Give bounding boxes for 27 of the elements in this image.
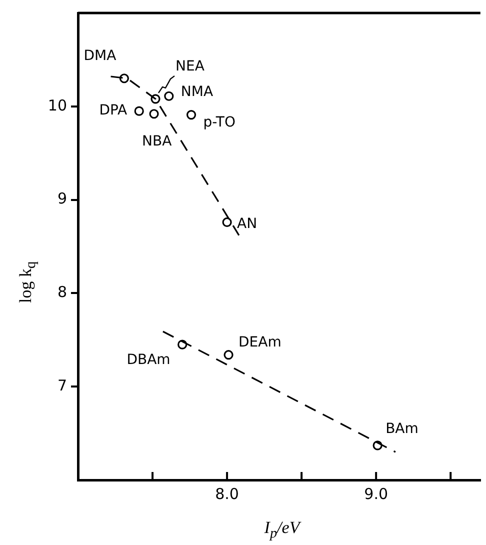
x-axis-title: I$_{p}$/eV [263, 518, 302, 542]
point [134, 106, 144, 116]
point [178, 340, 188, 350]
annotation: DPA [99, 102, 128, 119]
x-tick-label: 9.0 [364, 484, 388, 503]
annotation: DEAm [238, 334, 282, 350]
point [164, 91, 174, 101]
annotation: AN [237, 216, 258, 232]
point [372, 440, 382, 450]
annotation: NMA [180, 84, 214, 100]
point [224, 350, 234, 360]
y-tick-label: 10 [48, 96, 67, 114]
y-tick-label: 7 [57, 376, 67, 394]
annotation: NEA [176, 58, 205, 75]
point [222, 217, 232, 228]
point [150, 94, 160, 104]
y-tick-label: 8 [57, 283, 67, 302]
x-tick-label: 8.0 [215, 484, 239, 503]
annotation: BAm [386, 421, 418, 438]
point [119, 74, 129, 84]
annotation: NBA [142, 134, 172, 150]
point [186, 110, 196, 120]
annotation: DMA [84, 48, 117, 64]
y-tick-label: 9 [57, 190, 67, 208]
annotation: DBAm [126, 352, 170, 368]
annotation: p-TO [203, 114, 236, 130]
point [149, 109, 159, 119]
